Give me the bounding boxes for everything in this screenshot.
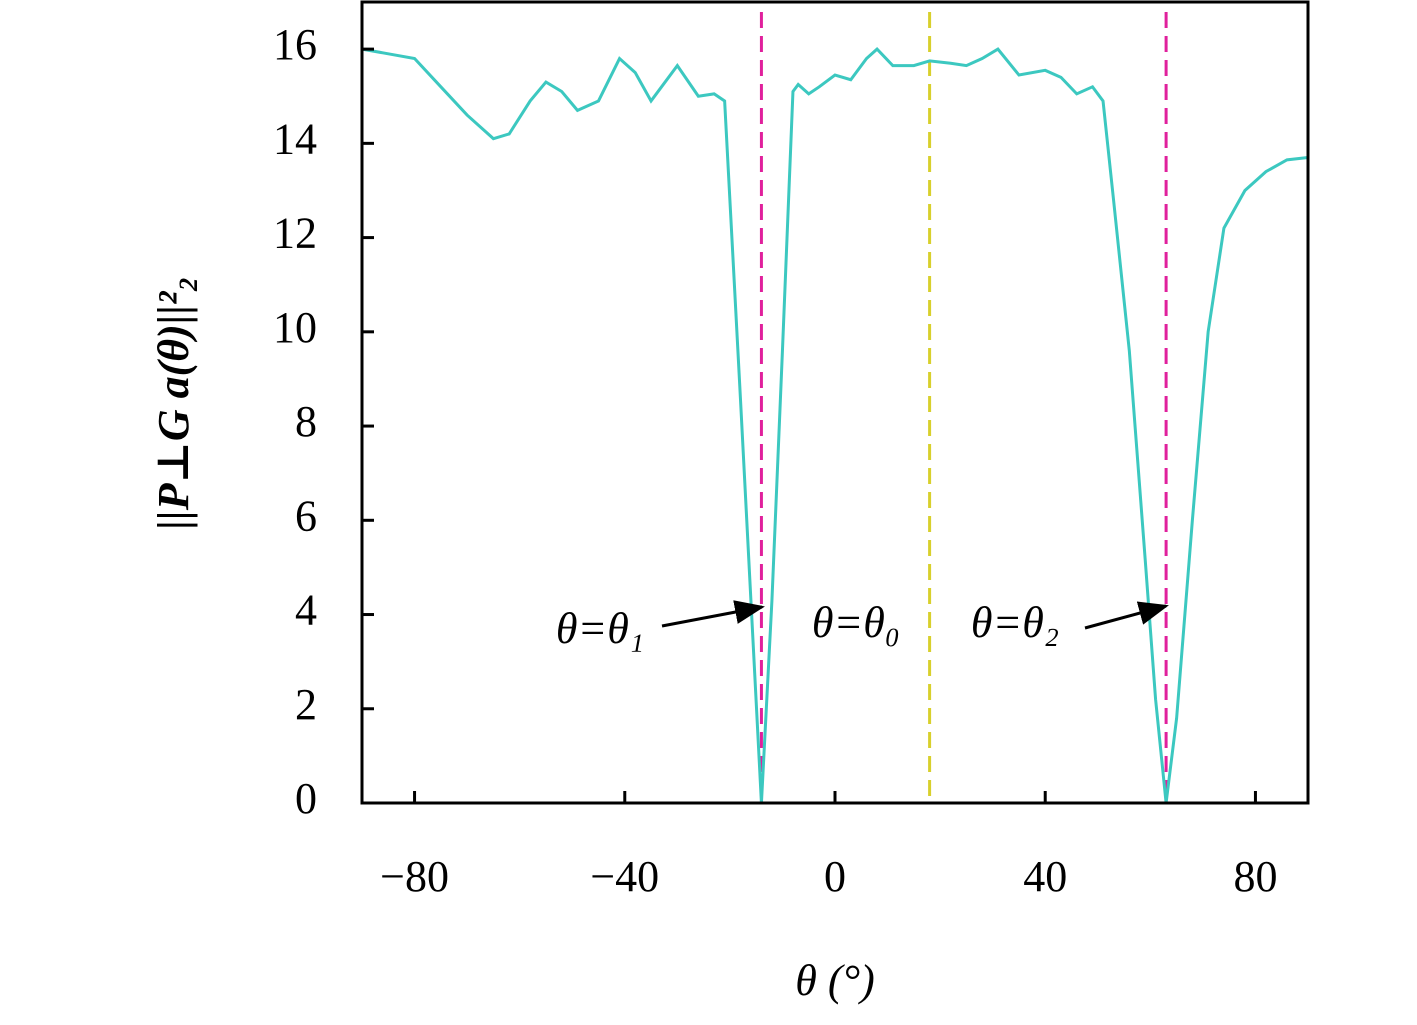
- annotation: θ=θ₁: [556, 604, 644, 653]
- arrow: [1084, 601, 1169, 630]
- annotation: θ=θ₀: [812, 598, 900, 647]
- x-tick-label: 80: [1233, 852, 1277, 901]
- y-tick-label: 14: [273, 114, 317, 163]
- x-tick-label: −40: [590, 852, 659, 901]
- plot-area: [361, 12, 1309, 804]
- x-tick-label: −80: [380, 852, 449, 901]
- y-tick-label: 16: [273, 20, 317, 69]
- y-tick-label: 4: [295, 586, 317, 635]
- y-tick-label: 10: [273, 303, 317, 352]
- x-tick-label: 40: [1023, 852, 1067, 901]
- y-tick-label: 12: [273, 209, 317, 258]
- arrow: [661, 600, 765, 628]
- y-tick-label: 8: [295, 397, 317, 446]
- x-axis-label: θ (°): [795, 956, 875, 1005]
- y-axis-label: ||P⊥G a(θ)||²₂: [149, 276, 198, 529]
- x-tick-label: 0: [824, 852, 846, 901]
- annotation: θ=θ₂: [971, 598, 1059, 647]
- y-tick-label: 2: [295, 680, 317, 729]
- y-tick-label: 6: [295, 491, 317, 540]
- y-tick-label: 0: [295, 774, 317, 823]
